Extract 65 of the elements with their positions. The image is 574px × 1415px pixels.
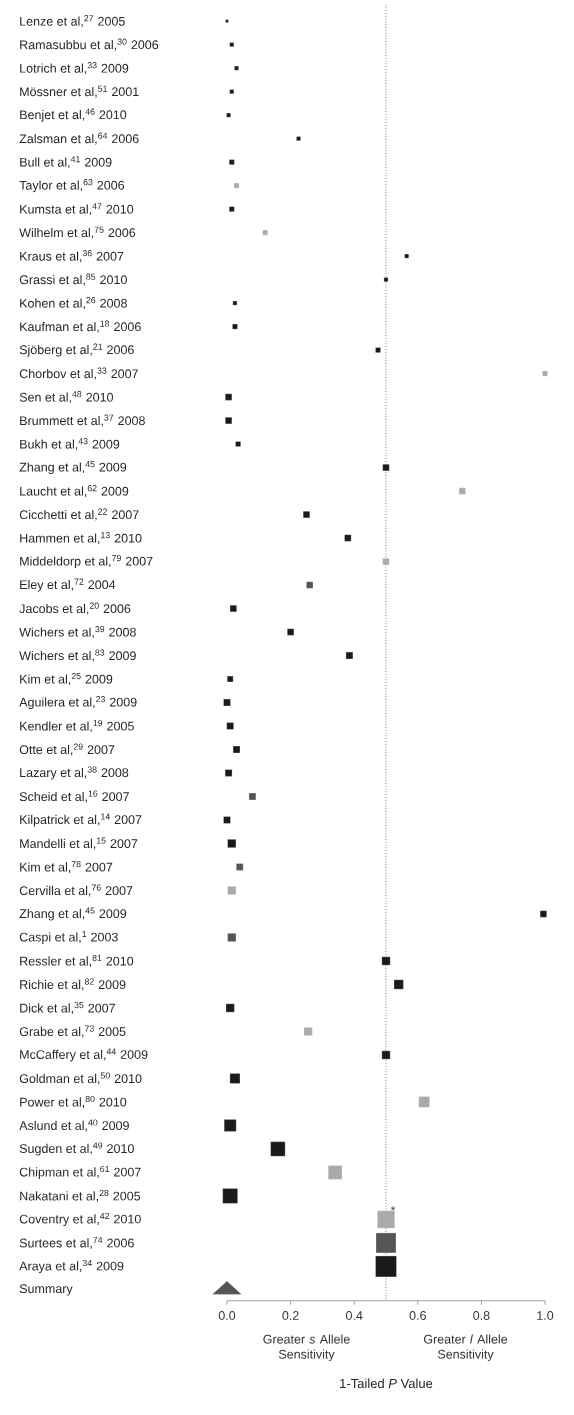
y-tick-label: Kilpatrick et al,$^{14}$ 2007: [20, 813, 142, 827]
y-tick-label: Zhang et al,$^{45}$ 2009: [19, 461, 127, 475]
annotation: *: [390, 1206, 396, 1211]
y-tick-label: Sugden et al,$^{49}$ 2010: [19, 1142, 134, 1156]
y-tick-label: Jacobs et al,$^{20}$ 2006: [19, 602, 131, 615]
y-tick-label: Laucht et al,$^{62}$ 2009: [20, 485, 129, 498]
y-tick-label: Eley et al,$^{72}$ 2004: [20, 578, 116, 592]
x-tick-label: 1.0: [537, 1311, 554, 1320]
y-tick-label: Ressler et al,$^{81}$ 2010: [20, 954, 134, 968]
y-tick-label: Power et al,$^{80}$ 2010: [20, 1095, 127, 1108]
y-tick-label: Bull et al,$^{41}$ 2009: [20, 156, 112, 169]
y-tick-label: Kim et al,$^{78}$ 2007: [20, 860, 113, 874]
y-tick-label: Taylor et al,$^{63}$ 2006: [19, 179, 125, 193]
y-tick-label: Grabe et al,$^{73}$ 2005: [19, 1025, 126, 1038]
y-tick-label: Sjöberg et al,$^{21}$ 2006: [19, 343, 134, 357]
x-tick-label: 0.8: [473, 1311, 490, 1320]
y-tick-label: Brummett et al,$^{37}$ 2008: [20, 414, 145, 427]
y-tick-label: Scheid et al,$^{16}$ 2007: [19, 790, 129, 803]
y-tick-label: Kaufman et al,$^{18}$ 2006: [20, 320, 141, 333]
y-tick-label: Benjet et al,$^{46}$ 2010: [20, 108, 127, 122]
y-tick-label: Wilhelm et al,$^{75}$ 2006: [19, 226, 136, 239]
y-tick-label: Kim et al,$^{25}$ 2009: [20, 673, 113, 686]
y-tick-label: Mandelli et al,$^{15}$ 2007: [20, 837, 138, 850]
y-tick-label: Wichers et al,$^{39}$ 2008: [19, 626, 136, 639]
y-tick-label: Nakatani et al,$^{28}$ 2005: [20, 1189, 141, 1202]
y-tick-label: Lotrich et al,$^{33}$ 2009: [20, 62, 129, 75]
y-tick-label: Grassi et al,$^{85}$ 2010: [19, 273, 127, 286]
y-tick-label: Kohen et al,$^{26}$ 2008: [20, 297, 127, 310]
y-tick-label: Cervilla et al,$^{76}$ 2007: [19, 884, 133, 897]
y-tick-label: Middeldorp et al,$^{79}$ 2007: [20, 555, 153, 569]
y-tick-label: Chipman et al,$^{61}$ 2007: [19, 1165, 141, 1179]
y-tick-label: Caspi et al,$^{1}$ 2003: [19, 931, 118, 944]
x-axis-title: 1-Tailed P Value: [340, 1378, 433, 1389]
y-tick-label: Chorbov et al,$^{33}$ 2007: [19, 367, 138, 380]
y-tick-label: Hammen et al,$^{13}$ 2010: [20, 532, 142, 545]
y-tick-label: Lenze et al,$^{27}$ 2005: [20, 15, 125, 28]
y-tick-label: Bukh et al,$^{43}$ 2009: [20, 438, 120, 451]
y-tick-label: Araya et al,$^{34}$ 2009: [19, 1259, 124, 1273]
y-tick-label: Aslund et al,$^{40}$ 2009: [19, 1119, 129, 1132]
x-tick-label: 0.6: [409, 1311, 426, 1320]
y-tick-label: Ramasubbu et al,$^{30}$ 2006: [20, 38, 159, 51]
y-tick-label: Lazary et al,$^{38}$ 2008: [20, 766, 129, 780]
y-tick-label: Goldman et al,$^{50}$ 2010: [19, 1072, 142, 1085]
y-tick-label: Wichers et al,$^{83}$ 2009: [19, 649, 136, 662]
y-tick-label: Coventry et al,$^{42}$ 2010: [19, 1212, 141, 1226]
x-tick-label: 0.0: [218, 1311, 236, 1320]
y-tick-label: Otte et al,$^{29}$ 2007: [19, 743, 115, 756]
y-tick-label: Richie et al,$^{82}$ 2009: [20, 978, 126, 991]
y-tick-label: Surtees et al,$^{74}$ 2006: [19, 1236, 134, 1249]
text: Greater l Allele Sensitivity: [423, 1334, 508, 1362]
y-tick-label: Kendler et al,$^{19}$ 2005: [20, 719, 134, 733]
y-tick-label: Kraus et al,$^{36}$ 2007: [20, 250, 124, 263]
y-tick-label: Mössner et al,$^{51}$ 2001: [20, 85, 139, 98]
y-tick-label: Zalsman et al,$^{64}$ 2006: [19, 132, 139, 145]
x-tick-label: 0.2: [282, 1311, 299, 1320]
y-tick-label: Kumsta et al,$^{47}$ 2010: [20, 203, 134, 216]
x-tick-label: 0.4: [346, 1311, 363, 1320]
y-tick-label: Cicchetti et al,$^{22}$ 2007: [19, 508, 139, 521]
y-tick-label: Aguilera et al,$^{23}$ 2009: [19, 695, 137, 710]
y-tick-label: Summary: [19, 1284, 73, 1296]
y-tick-label: McCaffery et al,$^{44}$ 2009: [20, 1048, 148, 1062]
y-tick-label: Zhang et al,$^{45}$ 2009: [19, 907, 127, 921]
y-tick-label: Sen et al,$^{48}$ 2010: [19, 391, 114, 404]
text: Greater s Allele Sensitivity: [263, 1334, 350, 1362]
y-tick-label: Dick et al,$^{35}$ 2007: [20, 1001, 115, 1015]
